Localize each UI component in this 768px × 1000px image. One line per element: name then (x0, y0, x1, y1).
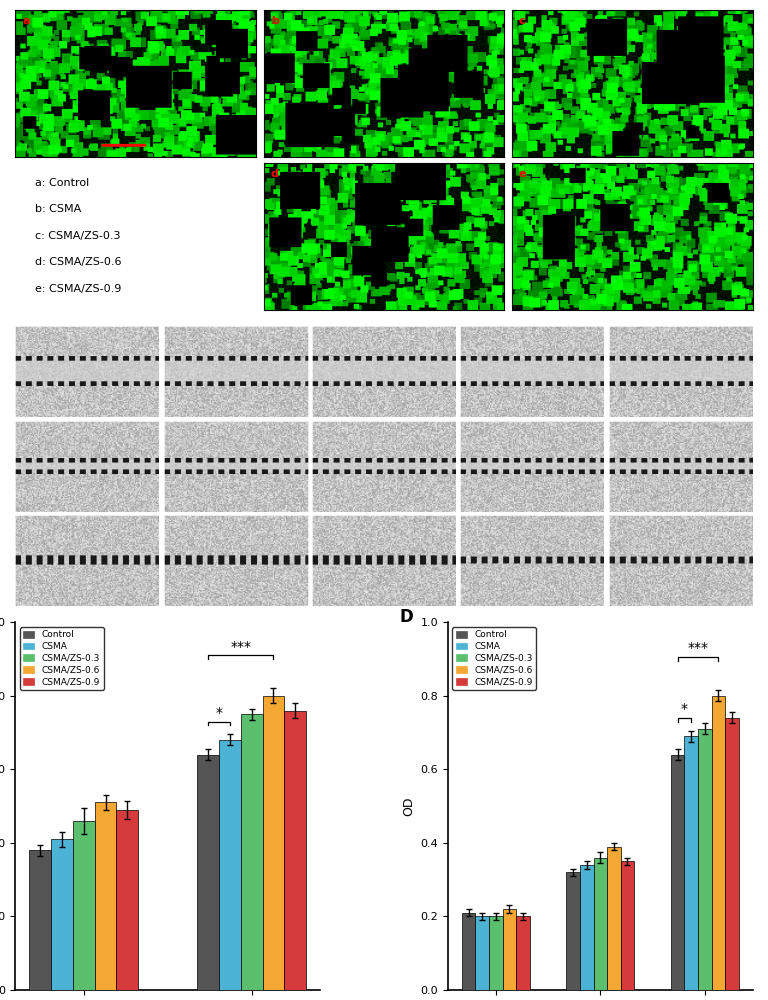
Bar (240, 714, 263, 990)
Bar (725, 718, 739, 990)
Text: 0h: 0h (26, 384, 41, 397)
Text: d: d (271, 169, 279, 179)
Bar (219, 740, 240, 990)
Bar (684, 736, 698, 990)
Text: 48h: 48h (22, 561, 45, 574)
Bar (580, 865, 594, 990)
Bar (29, 850, 51, 990)
Bar (566, 872, 580, 990)
Text: A: A (23, 19, 38, 38)
Text: c: c (519, 16, 525, 26)
Text: D: D (399, 608, 413, 626)
Text: e: e (519, 169, 526, 179)
Bar (51, 839, 73, 990)
Text: b: CSMA: b: CSMA (35, 204, 81, 214)
Bar (462, 913, 475, 990)
Text: ***: *** (687, 641, 709, 655)
Text: CONTROL: CONTROL (65, 335, 113, 345)
Text: CSMA: CSMA (223, 335, 250, 345)
Bar (607, 847, 621, 990)
Text: B: B (19, 334, 34, 353)
Text: CSMA/ZS-0.6: CSMA/ZS-0.6 (500, 335, 563, 345)
Text: a: Control: a: Control (35, 178, 89, 188)
Text: CSMA/ZS-0.9: CSMA/ZS-0.9 (647, 335, 710, 345)
Text: 24h: 24h (22, 468, 45, 481)
Bar (475, 916, 489, 990)
Bar (621, 861, 634, 990)
Text: CSMA/ZS-0.3: CSMA/ZS-0.3 (353, 335, 415, 345)
Bar (594, 858, 607, 990)
Bar (73, 821, 94, 990)
Bar (284, 711, 306, 990)
Bar (698, 729, 712, 990)
Text: c: CSMA/ZS-0.3: c: CSMA/ZS-0.3 (35, 231, 120, 241)
Text: ***: *** (230, 640, 251, 654)
Text: b: b (271, 16, 279, 26)
Bar (94, 802, 117, 990)
Bar (489, 916, 502, 990)
Text: d: CSMA/ZS-0.6: d: CSMA/ZS-0.6 (35, 257, 121, 267)
Text: a: a (22, 16, 30, 26)
Legend: Control, CSMA, CSMA/ZS-0.3, CSMA/ZS-0.6, CSMA/ZS-0.9: Control, CSMA, CSMA/ZS-0.3, CSMA/ZS-0.6,… (20, 627, 104, 690)
Bar (712, 696, 725, 990)
Bar (197, 755, 219, 990)
Text: e: CSMA/ZS-0.9: e: CSMA/ZS-0.9 (35, 284, 121, 294)
Bar (263, 696, 284, 990)
Y-axis label: OD: OD (402, 796, 415, 816)
Legend: Control, CSMA, CSMA/ZS-0.3, CSMA/ZS-0.6, CSMA/ZS-0.9: Control, CSMA, CSMA/ZS-0.3, CSMA/ZS-0.6,… (452, 627, 536, 690)
Text: *: * (215, 706, 223, 720)
Bar (117, 810, 138, 990)
Text: *: * (681, 702, 688, 716)
Bar (502, 909, 516, 990)
Bar (671, 755, 684, 990)
Bar (516, 916, 530, 990)
